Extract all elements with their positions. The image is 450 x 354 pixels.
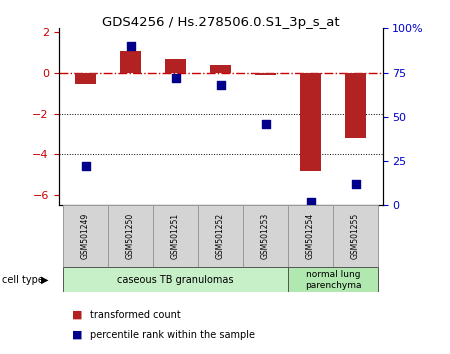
Point	[172, 75, 179, 81]
FancyBboxPatch shape	[63, 267, 288, 292]
Bar	[346, 73, 365, 138]
FancyBboxPatch shape	[198, 205, 243, 267]
Bar	[166, 59, 185, 73]
Text: GSM501251: GSM501251	[171, 213, 180, 259]
Point	[307, 199, 314, 205]
Text: GSM501254: GSM501254	[306, 213, 315, 259]
Bar	[256, 73, 275, 75]
FancyBboxPatch shape	[153, 205, 198, 267]
Point	[217, 82, 224, 88]
Text: percentile rank within the sample: percentile rank within the sample	[90, 330, 255, 339]
FancyBboxPatch shape	[63, 205, 108, 267]
Point	[262, 121, 269, 127]
Point	[82, 164, 89, 169]
Text: ■: ■	[72, 310, 82, 320]
Text: ■: ■	[72, 330, 82, 339]
FancyBboxPatch shape	[288, 267, 378, 292]
Text: normal lung
parenchyma: normal lung parenchyma	[305, 270, 361, 290]
Bar	[211, 64, 230, 73]
Point	[352, 181, 359, 187]
Point	[127, 43, 134, 49]
FancyBboxPatch shape	[333, 205, 378, 267]
FancyBboxPatch shape	[108, 205, 153, 267]
Text: GSM501255: GSM501255	[351, 213, 360, 259]
Text: GDS4256 / Hs.278506.0.S1_3p_s_at: GDS4256 / Hs.278506.0.S1_3p_s_at	[102, 16, 339, 29]
FancyBboxPatch shape	[243, 205, 288, 267]
Text: cell type: cell type	[2, 275, 44, 285]
Text: ▶: ▶	[41, 275, 49, 285]
Text: GSM501249: GSM501249	[81, 213, 90, 259]
Bar	[301, 73, 320, 171]
Text: GSM501253: GSM501253	[261, 213, 270, 259]
Text: transformed count: transformed count	[90, 310, 181, 320]
Text: GSM501250: GSM501250	[126, 213, 135, 259]
Text: GSM501252: GSM501252	[216, 213, 225, 259]
Bar	[121, 51, 140, 73]
FancyBboxPatch shape	[288, 205, 333, 267]
Bar	[76, 73, 95, 84]
Text: caseous TB granulomas: caseous TB granulomas	[117, 275, 234, 285]
